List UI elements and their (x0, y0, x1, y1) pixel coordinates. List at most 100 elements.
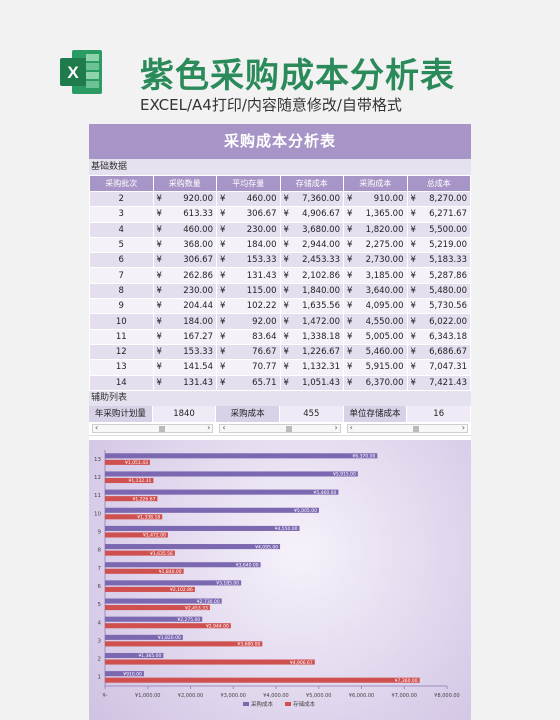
cell-storage[interactable]: ¥3,680.00 (279, 221, 344, 238)
scrollbar-annual-plan[interactable]: ‹ › (92, 422, 214, 433)
aux-label-unit-storage-cost: 单位存储成本 (343, 405, 408, 422)
cell-storage[interactable]: ¥7,360.00 (279, 190, 344, 208)
cell-total[interactable]: ¥6,343.18 (406, 328, 471, 345)
cell-batch[interactable]: 14 (89, 374, 154, 391)
cell-value: 184.00 (183, 316, 213, 327)
scroll-thumb[interactable] (413, 425, 420, 432)
cell-total[interactable]: ¥8,270.00 (406, 190, 471, 208)
cell-purchase[interactable]: ¥4,095.00 (343, 298, 408, 315)
cell-purchase[interactable]: ¥5,005.00 (343, 328, 408, 345)
aux-value-unit-storage-cost[interactable]: 16 (407, 405, 472, 422)
aux-value-annual-plan[interactable]: 1840 (152, 405, 217, 422)
scroll-right-icon[interactable]: › (334, 422, 338, 432)
cell-batch[interactable]: 7 (89, 267, 154, 284)
cell-qty[interactable]: ¥204.44 (152, 298, 217, 315)
cell-total[interactable]: ¥6,271.67 (406, 206, 471, 223)
cell-qty[interactable]: ¥368.00 (152, 236, 217, 254)
cell-purchase[interactable]: ¥6,370.00 (343, 374, 408, 391)
cell-storage[interactable]: ¥1,472.00 (279, 313, 344, 330)
cell-batch[interactable]: 4 (89, 221, 154, 238)
cell-storage[interactable]: ¥1,840.00 (279, 282, 344, 300)
cell-qty[interactable]: ¥306.67 (152, 252, 217, 269)
cell-storage[interactable]: ¥2,453.33 (279, 252, 344, 269)
cell-qty[interactable]: ¥131.43 (152, 374, 217, 391)
cell-avg[interactable]: ¥92.00 (216, 313, 281, 330)
cell-purchase[interactable]: ¥2,275.00 (343, 236, 408, 254)
cell-qty[interactable]: ¥920.00 (152, 190, 217, 208)
scroll-right-icon[interactable]: › (207, 422, 211, 432)
cell-storage[interactable]: ¥1,635.56 (279, 298, 344, 315)
cell-avg[interactable]: ¥460.00 (216, 190, 281, 208)
cell-purchase[interactable]: ¥910.00 (343, 190, 408, 208)
cell-purchase[interactable]: ¥1,820.00 (343, 221, 408, 238)
currency-symbol: ¥ (410, 362, 416, 373)
scroll-thumb[interactable] (285, 425, 292, 432)
scroll-left-icon[interactable]: ‹ (349, 422, 353, 432)
cell-avg[interactable]: ¥70.77 (216, 359, 281, 376)
cell-avg[interactable]: ¥76.67 (216, 343, 281, 361)
cell-batch[interactable]: 12 (89, 343, 154, 361)
cell-batch[interactable]: 8 (89, 282, 154, 300)
cell-batch[interactable]: 9 (89, 298, 154, 315)
cell-total[interactable]: ¥5,500.00 (406, 221, 471, 238)
cell-qty[interactable]: ¥184.00 (152, 313, 217, 330)
cell-total[interactable]: ¥7,421.43 (406, 374, 471, 391)
cell-qty[interactable]: ¥460.00 (152, 221, 217, 238)
cell-total[interactable]: ¥5,287.86 (406, 267, 471, 284)
cell-batch[interactable]: 10 (89, 313, 154, 330)
cell-avg[interactable]: ¥83.64 (216, 328, 281, 345)
cell-avg[interactable]: ¥65.71 (216, 374, 281, 391)
cell-total[interactable]: ¥5,183.33 (406, 252, 471, 269)
cell-storage[interactable]: ¥2,944.00 (279, 236, 344, 254)
cell-storage[interactable]: ¥1,226.67 (279, 343, 344, 361)
cell-total[interactable]: ¥7,047.31 (406, 359, 471, 376)
cell-avg[interactable]: ¥102.22 (216, 298, 281, 315)
cell-purchase[interactable]: ¥4,550.00 (343, 313, 408, 330)
cell-purchase[interactable]: ¥3,185.00 (343, 267, 408, 284)
cell-purchase[interactable]: ¥2,730.00 (343, 252, 408, 269)
cell-storage[interactable]: ¥1,338.18 (279, 328, 344, 345)
cell-storage[interactable]: ¥1,132.31 (279, 359, 344, 376)
cell-total[interactable]: ¥5,219.00 (406, 236, 471, 254)
cell-total[interactable]: ¥5,480.00 (406, 282, 471, 300)
data-label-purchase: ¥5,915.00 (333, 472, 356, 478)
cell-total[interactable]: ¥6,022.00 (406, 313, 471, 330)
cell-purchase[interactable]: ¥5,915.00 (343, 359, 408, 376)
scrollbar-unit-storage-cost[interactable]: ‹ › (346, 422, 468, 433)
cell-qty[interactable]: ¥141.54 (152, 359, 217, 376)
cell-total[interactable]: ¥6,686.67 (406, 343, 471, 361)
cell-qty[interactable]: ¥153.33 (152, 343, 217, 361)
cell-batch[interactable]: 13 (89, 359, 154, 376)
cell-batch[interactable]: 11 (89, 328, 154, 345)
cell-purchase[interactable]: ¥1,365.00 (343, 206, 408, 223)
cell-batch[interactable]: 5 (89, 236, 154, 254)
cell-avg[interactable]: ¥184.00 (216, 236, 281, 254)
scroll-left-icon[interactable]: ‹ (95, 422, 99, 432)
cell-qty[interactable]: ¥613.33 (152, 206, 217, 223)
cell-avg[interactable]: ¥115.00 (216, 282, 281, 300)
currency-symbol: ¥ (156, 285, 162, 296)
data-label-storage: ¥1,472.00 (143, 533, 166, 539)
cell-avg[interactable]: ¥230.00 (216, 221, 281, 238)
cell-storage[interactable]: ¥4,906.67 (279, 206, 344, 223)
cell-qty[interactable]: ¥262.86 (152, 267, 217, 284)
scroll-thumb[interactable] (158, 425, 165, 432)
aux-value-purchase-cost[interactable]: 455 (280, 405, 344, 422)
cell-avg[interactable]: ¥306.67 (216, 206, 281, 223)
scrollbar-purchase-cost[interactable]: ‹ › (219, 422, 341, 433)
cell-purchase[interactable]: ¥3,640.00 (343, 282, 408, 300)
cell-batch[interactable]: 6 (89, 252, 154, 269)
cell-value: 262.86 (183, 270, 213, 281)
cell-purchase[interactable]: ¥5,460.00 (343, 343, 408, 361)
cell-qty[interactable]: ¥230.00 (152, 282, 217, 300)
cell-avg[interactable]: ¥131.43 (216, 267, 281, 284)
scroll-right-icon[interactable]: › (461, 422, 465, 432)
cell-qty[interactable]: ¥167.27 (152, 328, 217, 345)
cell-storage[interactable]: ¥1,051.43 (279, 374, 344, 391)
cell-avg[interactable]: ¥153.33 (216, 252, 281, 269)
cell-batch[interactable]: 2 (89, 190, 154, 208)
cell-batch[interactable]: 3 (89, 206, 154, 223)
cell-total[interactable]: ¥5,730.56 (406, 298, 471, 315)
cell-storage[interactable]: ¥2,102.86 (279, 267, 344, 284)
scroll-left-icon[interactable]: ‹ (222, 422, 226, 432)
